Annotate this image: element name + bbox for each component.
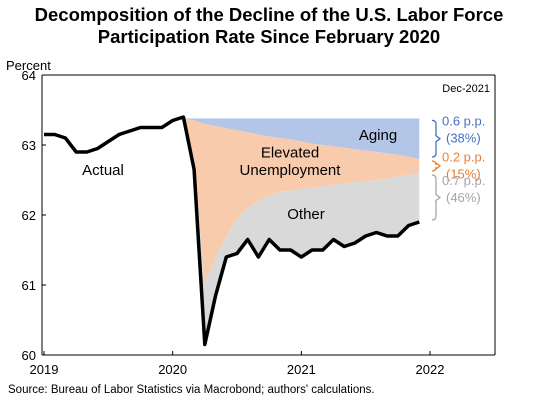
elevated-unemployment-label-line-1: Elevated [261, 145, 319, 162]
actual-series-label: Actual [82, 162, 124, 179]
contribution-value: 0.7 p.p. [442, 173, 485, 188]
x-tick-label: 2022 [416, 362, 445, 377]
y-tick-label: 64 [22, 68, 36, 83]
aging-area [183, 118, 420, 159]
x-tick-label: 2021 [287, 362, 316, 377]
chart-title: Decomposition of the Decline of the U.S.… [0, 4, 538, 48]
contribution-value: 0.2 p.p. [442, 149, 485, 164]
contribution-bracket [431, 174, 442, 221]
date-label: Dec-2021 [442, 83, 490, 95]
aging-area-label: Aging [359, 127, 397, 144]
actual-series-line [44, 115, 420, 347]
other-area-label: Other [287, 206, 325, 223]
elevated-unemployment-label-line-2: Unemployment [240, 162, 342, 179]
contribution-share: (15%) [446, 166, 481, 181]
x-tick-label: 2020 [158, 362, 187, 377]
source-note: Source: Bureau of Labor Statistics via M… [8, 384, 375, 396]
y-tick-label: 61 [22, 278, 36, 293]
contribution-share: (38%) [446, 131, 481, 146]
y-tick-label: 62 [22, 208, 36, 223]
y-axis-label: Percent [6, 58, 51, 73]
contribution-bracket [431, 119, 442, 158]
chart-title-line-2: Participation Rate Since February 2020 [97, 26, 441, 47]
y-tick-label: 63 [22, 138, 36, 153]
other-area [183, 117, 420, 345]
x-tick-label: 2019 [30, 362, 59, 377]
y-tick-label: 60 [22, 348, 36, 363]
contribution-bracket [431, 160, 442, 172]
contribution-share: (46%) [446, 190, 481, 205]
contribution-value: 0.6 p.p. [442, 114, 485, 129]
elevated-unemployment-area [183, 118, 420, 286]
chart-title-line-1: Decomposition of the Decline of the U.S.… [34, 4, 504, 25]
